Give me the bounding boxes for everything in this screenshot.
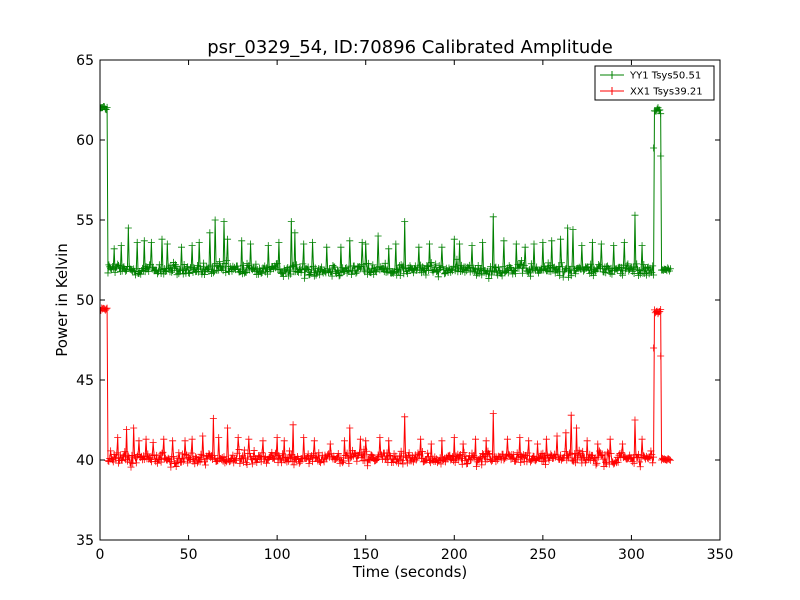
series-layer	[100, 102, 674, 471]
x-tick-label: 200	[441, 547, 468, 563]
legend-label: YY1 Tsys50.51	[629, 71, 701, 82]
x-tick-label: 250	[529, 547, 556, 563]
chart-title: psr_0329_54, ID:70896 Calibrated Amplitu…	[207, 37, 613, 58]
x-tick-label: 100	[264, 547, 291, 563]
y-tick-label: 35	[76, 533, 94, 549]
x-tick-label: 350	[707, 547, 734, 563]
legend-swatch-marker	[608, 87, 616, 95]
legend-entry: YY1 Tsys50.51	[600, 71, 701, 82]
legend-box	[594, 65, 715, 101]
series-xx1	[100, 304, 674, 471]
y-tick-label: 50	[76, 293, 94, 309]
x-tick-label: 50	[180, 547, 198, 563]
x-tick-label: 300	[618, 547, 645, 563]
legend-entry: XX1 Tsys39.21	[600, 87, 703, 98]
y-tick-label: 45	[76, 373, 94, 389]
y-tick-label: 40	[76, 453, 94, 469]
y-tick-label: 60	[76, 133, 94, 149]
x-axis-label: Time (seconds)	[352, 563, 468, 581]
legend-swatch-marker	[608, 71, 616, 79]
y-axis-label: Power in Kelvin	[53, 243, 71, 357]
axis-ticks: 0 50 100 150 200 250 300 350 35 40 45 50 55 60 65	[76, 53, 733, 563]
x-tick-label: 0	[96, 547, 105, 563]
legend-label: XX1 Tsys39.21	[630, 87, 703, 98]
x-tick-label: 150	[352, 547, 379, 563]
series-markers	[100, 102, 674, 282]
series-markers	[100, 304, 674, 471]
y-tick-label: 55	[76, 213, 94, 229]
legend: YY1 Tsys50.51 XX1 Tsys39.21	[594, 65, 715, 101]
series-yy1	[100, 102, 674, 282]
y-tick-label: 65	[76, 53, 94, 69]
